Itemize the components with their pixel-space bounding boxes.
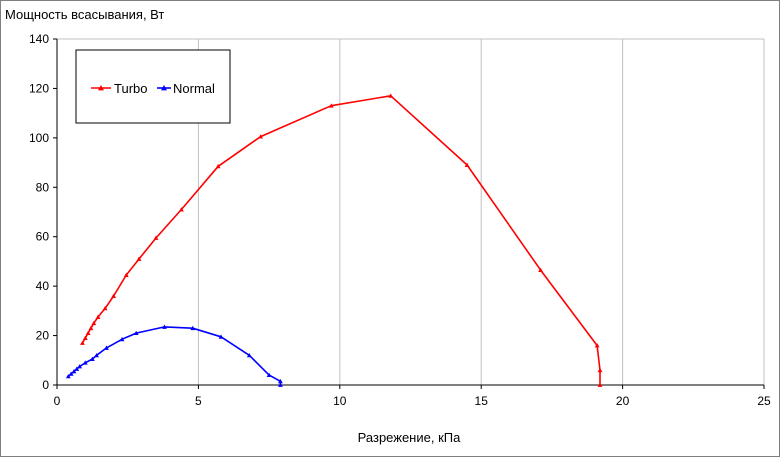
data-point-normal-8 bbox=[104, 345, 109, 350]
y-tick-label-40: 40 bbox=[36, 279, 50, 293]
legend-label-turbo: Turbo bbox=[114, 81, 147, 96]
data-point-normal-3 bbox=[74, 366, 80, 371]
chart-legend: Turbo Normal bbox=[75, 49, 231, 124]
legend-marker-normal bbox=[161, 85, 167, 91]
data-point-turbo-19 bbox=[597, 367, 603, 373]
data-point-turbo-7 bbox=[111, 293, 116, 298]
data-point-turbo-20 bbox=[597, 382, 603, 387]
x-tick-label-10: 10 bbox=[333, 394, 347, 408]
data-point-normal-7 bbox=[94, 352, 99, 358]
data-point-normal-6 bbox=[89, 356, 95, 361]
data-point-turbo-10 bbox=[153, 235, 159, 240]
data-point-normal-5 bbox=[82, 360, 88, 365]
y-tick-label-100: 100 bbox=[29, 131, 49, 145]
data-point-normal-0 bbox=[65, 373, 71, 379]
x-tick-label-25: 25 bbox=[757, 394, 771, 408]
series-line-turbo bbox=[81, 95, 601, 385]
y-tick-label-20: 20 bbox=[36, 329, 50, 343]
data-point-normal-10 bbox=[133, 330, 139, 336]
data-point-normal-9 bbox=[119, 336, 125, 342]
data-point-turbo-3 bbox=[88, 325, 94, 331]
data-point-normal-2 bbox=[71, 369, 77, 374]
data-point-turbo-2 bbox=[85, 330, 91, 336]
legend-label-normal: Normal bbox=[173, 81, 215, 96]
data-point-turbo-12 bbox=[215, 163, 221, 169]
data-point-turbo-8 bbox=[123, 272, 129, 277]
y-tick-label-120: 120 bbox=[29, 81, 49, 95]
data-point-normal-16 bbox=[278, 378, 283, 384]
x-tick-label-15: 15 bbox=[475, 394, 489, 408]
y-tick-label-0: 0 bbox=[42, 378, 49, 392]
data-point-turbo-4 bbox=[91, 320, 97, 326]
data-point-turbo-11 bbox=[179, 207, 184, 212]
data-point-turbo-17 bbox=[538, 267, 543, 272]
data-point-normal-17 bbox=[278, 382, 283, 387]
data-point-turbo-1 bbox=[82, 335, 88, 340]
data-point-normal-11 bbox=[162, 324, 167, 329]
y-axis-label: Мощность всасывания, Вт bbox=[5, 7, 164, 22]
data-point-normal-1 bbox=[68, 371, 74, 376]
data-point-turbo-5 bbox=[95, 314, 101, 319]
data-point-normal-15 bbox=[266, 372, 272, 378]
chart-series bbox=[65, 93, 603, 387]
x-tick-label-0: 0 bbox=[54, 394, 61, 408]
data-point-turbo-14 bbox=[328, 103, 334, 108]
data-point-turbo-16 bbox=[464, 162, 470, 167]
x-tick-label-20: 20 bbox=[616, 394, 630, 408]
data-point-turbo-0 bbox=[80, 340, 85, 345]
data-point-turbo-13 bbox=[258, 134, 264, 139]
y-tick-label-80: 80 bbox=[36, 180, 50, 194]
data-point-turbo-6 bbox=[102, 305, 108, 311]
x-tick-label-5: 5 bbox=[195, 394, 202, 408]
data-point-normal-13 bbox=[218, 334, 224, 339]
data-point-normal-12 bbox=[190, 325, 196, 331]
legend-marker-turbo bbox=[98, 85, 104, 91]
x-axis-label: Разрежение, кПа bbox=[358, 430, 461, 445]
data-point-turbo-15 bbox=[388, 93, 394, 98]
data-point-turbo-18 bbox=[594, 343, 600, 348]
grid-lines bbox=[57, 38, 765, 385]
data-point-normal-14 bbox=[246, 352, 252, 358]
chart-axes: 0 20 40 60 80 100 120 140 0 5 10 15 20 25 bbox=[29, 32, 771, 408]
y-tick-label-60: 60 bbox=[36, 230, 50, 244]
data-point-turbo-9 bbox=[136, 256, 142, 261]
data-point-normal-4 bbox=[77, 364, 83, 369]
y-tick-label-140: 140 bbox=[29, 32, 49, 46]
